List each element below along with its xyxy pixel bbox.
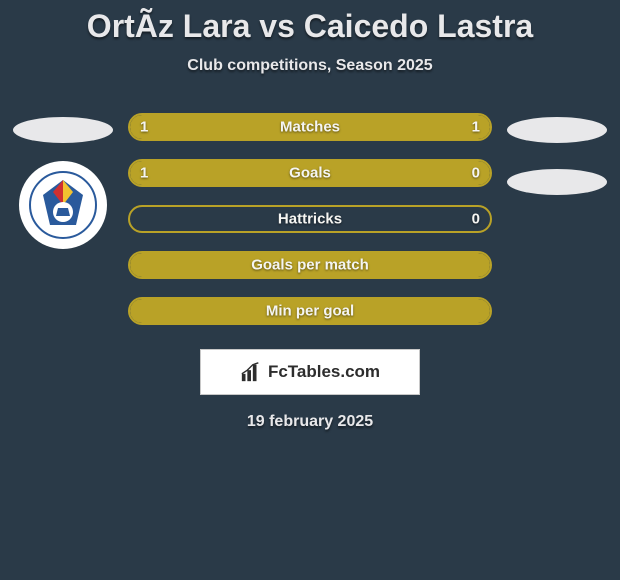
stat-value-right: 0 [472,165,480,182]
club-silhouette-right [507,169,607,195]
brand-box[interactable]: FcTables.com [200,349,420,395]
stat-label: Min per goal [266,303,354,320]
stat-label: Goals [289,165,331,182]
stat-bar-matches: 1 Matches 1 [128,113,492,141]
stat-value-left: 1 [140,119,148,136]
left-player-col [8,113,118,249]
player-silhouette-left [13,117,113,143]
stat-bar-hattricks: Hattricks 0 [128,205,492,233]
stat-bar-goals-per-match: Goals per match [128,251,492,279]
stat-value-left: 1 [140,165,148,182]
stat-label: Goals per match [251,257,369,274]
page-title: OrtÃ­z Lara vs Caicedo Lastra [0,8,620,45]
stat-value-right: 1 [472,119,480,136]
stat-bar-goals: 1 Goals 0 [128,159,492,187]
comparison-widget: OrtÃ­z Lara vs Caicedo Lastra Club compe… [0,0,620,431]
date-text: 19 february 2025 [0,413,620,431]
stat-label: Matches [280,119,340,136]
stat-label: Hattricks [278,211,342,228]
brand-text: FcTables.com [268,362,380,382]
club-logo-left [19,161,107,249]
stat-value-right: 0 [472,211,480,228]
subtitle: Club competitions, Season 2025 [0,57,620,75]
player-silhouette-right [507,117,607,143]
chart-icon [240,361,262,383]
main-row: 1 Matches 1 1 Goals 0 Hattricks 0 Goals … [0,113,620,325]
stat-bar-min-per-goal: Min per goal [128,297,492,325]
stats-bars: 1 Matches 1 1 Goals 0 Hattricks 0 Goals … [118,113,502,325]
right-player-col [502,113,612,195]
